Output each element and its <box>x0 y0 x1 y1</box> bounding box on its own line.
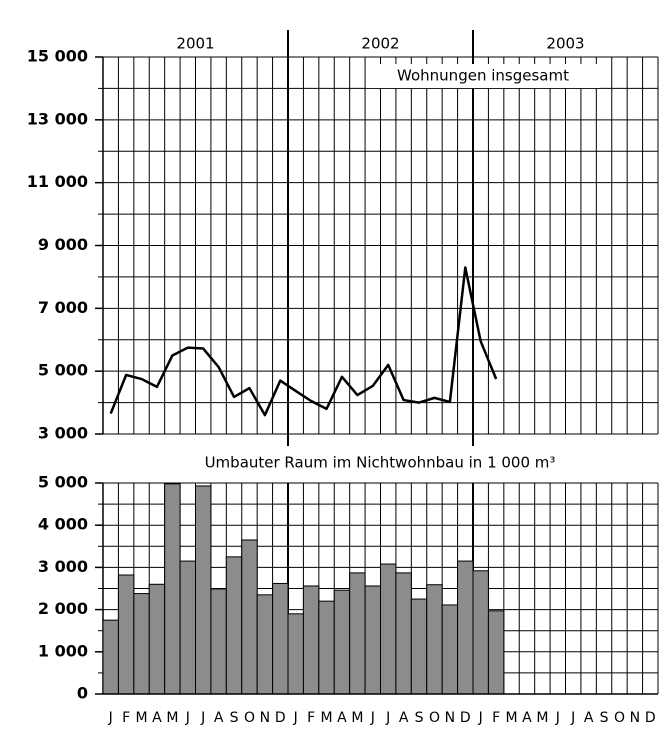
x-tick-label: A <box>152 710 162 726</box>
x-tick-label: F <box>122 710 130 726</box>
bar <box>318 600 335 695</box>
y-tick-label: 7 000 <box>38 298 88 317</box>
bar <box>287 613 304 695</box>
x-tick-label: A <box>214 710 224 726</box>
x-tick-label: S <box>415 710 424 726</box>
x-tick-label: O <box>429 710 440 726</box>
y-tick-label: 5 000 <box>38 361 88 380</box>
x-tick-label: M <box>351 710 363 726</box>
x-tick-label: F <box>307 710 315 726</box>
panel-title: Umbauter Raum im Nichtwohnbau in 1 000 m… <box>205 454 556 472</box>
y-tick-label: 9 000 <box>38 235 88 254</box>
x-tick-label: J <box>185 710 190 726</box>
x-tick-label: J <box>293 710 298 726</box>
bar <box>380 563 397 695</box>
x-tick-label: M <box>166 710 178 726</box>
bar <box>364 585 382 695</box>
y-tick-label: 3 000 <box>38 424 88 443</box>
year-label: 2003 <box>546 35 584 53</box>
y-tick-label: 4 000 <box>38 515 88 534</box>
bar <box>241 539 258 695</box>
x-tick-label: J <box>108 710 113 726</box>
x-tick-label: O <box>614 710 625 726</box>
x-tick-label: N <box>445 710 455 726</box>
y-tick-label: 5 000 <box>38 473 88 492</box>
bar <box>102 619 119 695</box>
bar <box>426 584 443 695</box>
x-tick-label: J <box>478 710 483 726</box>
bar <box>164 483 181 695</box>
x-tick-label: D <box>460 710 471 726</box>
x-tick-label: M <box>505 710 517 726</box>
x-tick-label: M <box>135 710 147 726</box>
bar <box>333 589 351 695</box>
line <box>109 266 498 417</box>
y-tick-label: 15 000 <box>27 47 88 66</box>
y-tick-label: 3 000 <box>38 557 88 576</box>
year-label: 2001 <box>176 35 214 53</box>
x-tick-label: A <box>522 710 532 726</box>
bar <box>272 582 289 695</box>
x-tick-label: M <box>536 710 548 726</box>
bar <box>210 588 227 695</box>
bar <box>472 570 489 695</box>
y-tick-label: 11 000 <box>27 172 88 191</box>
bar <box>395 572 412 695</box>
bar <box>117 574 135 695</box>
x-tick-label: J <box>570 710 575 726</box>
x-tick-label: J <box>385 710 390 726</box>
y-tick-label: 13 000 <box>27 109 88 128</box>
bar <box>179 560 196 695</box>
y-tick-label: 2 000 <box>38 599 88 618</box>
x-tick-label: A <box>584 710 594 726</box>
x-tick-label: D <box>275 710 286 726</box>
year-label: 2002 <box>361 35 399 53</box>
bar <box>487 610 505 695</box>
x-tick-label: O <box>244 710 255 726</box>
x-tick-label: J <box>200 710 205 726</box>
label-box <box>366 64 600 88</box>
bar <box>225 556 243 695</box>
bar <box>133 593 150 695</box>
x-tick-label: J <box>370 710 375 726</box>
bar <box>302 585 320 695</box>
x-tick-label: N <box>630 710 640 726</box>
x-tick-label: A <box>399 710 409 726</box>
y-tick-label: 1 000 <box>38 641 88 660</box>
bar <box>349 572 366 695</box>
series-label: Wohnungen insgesamt <box>397 67 569 85</box>
bar <box>256 594 274 695</box>
bar <box>457 560 474 695</box>
x-tick-label: N <box>260 710 270 726</box>
x-tick-label: S <box>600 710 609 726</box>
x-tick-label: F <box>492 710 500 726</box>
bar <box>195 485 212 695</box>
y-tick-label: 0 <box>77 684 88 703</box>
x-tick-label: D <box>645 710 656 726</box>
x-tick-label: M <box>320 710 332 726</box>
bar <box>441 604 459 695</box>
bar <box>148 583 166 695</box>
x-tick-label: S <box>230 710 239 726</box>
x-tick-label: A <box>337 710 347 726</box>
bar <box>410 598 428 695</box>
x-tick-label: J <box>555 710 560 726</box>
